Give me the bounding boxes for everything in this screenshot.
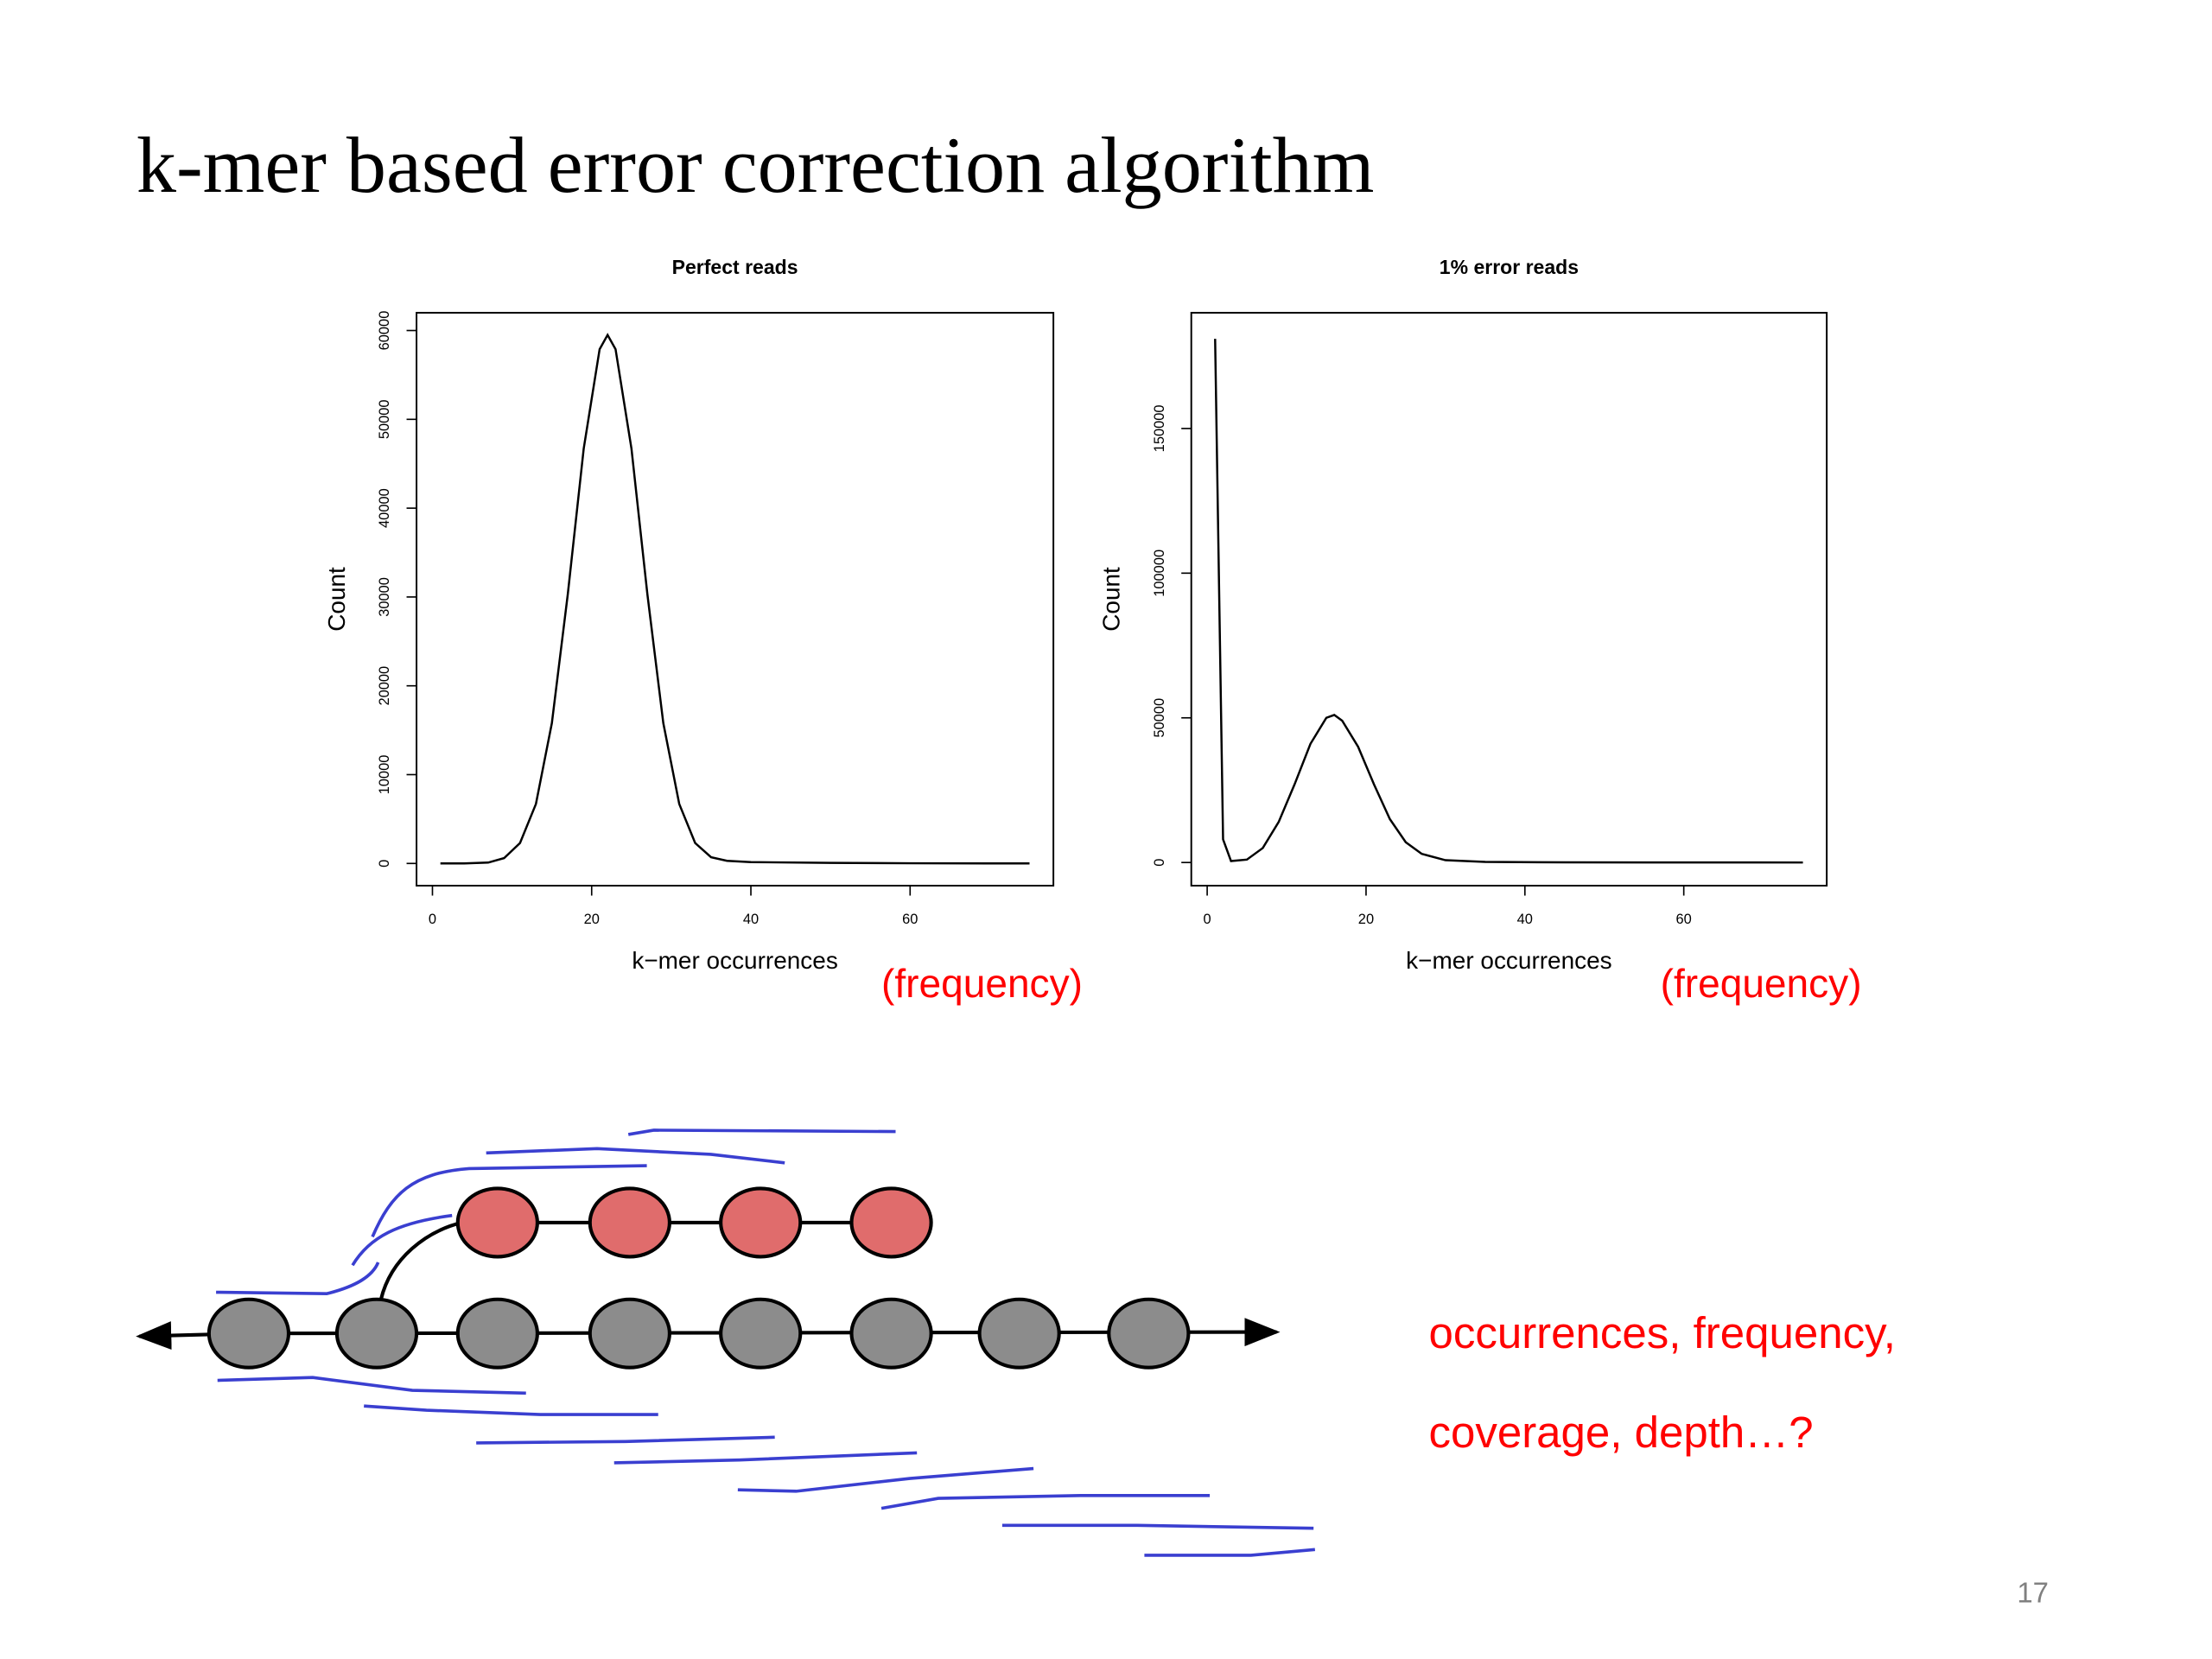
x-tick-label: 20 [1358,912,1374,927]
error-node [455,1186,539,1259]
x-tick-label: 0 [1204,912,1211,927]
x-axis-label: k−mer occurrences [632,947,837,974]
annotation: coverage, depth…? [1428,1408,1813,1457]
x-tick-label: 40 [743,912,759,927]
node [719,1297,803,1370]
y-tick-label: 150000 [1152,404,1167,452]
chart-title: 1% error reads [1440,256,1579,278]
graph-diagram [136,1186,1281,1370]
read [1144,1548,1316,1557]
x-tick-label: 60 [902,912,918,927]
y-tick-label: 30000 [377,577,392,617]
read [613,1451,918,1465]
y-tick-label: 40000 [377,488,392,528]
node [1107,1297,1191,1370]
node [207,1297,291,1370]
data-line [440,333,1030,865]
y-tick-label: 50000 [1152,698,1167,738]
error-node [719,1186,803,1259]
read [351,1213,453,1267]
y-tick-label: 100000 [1152,550,1167,597]
read [216,1262,380,1295]
y-tick-label: 20000 [377,666,392,706]
read [217,1376,526,1395]
read [371,1164,647,1238]
plot-frame [416,311,1055,887]
error-node [588,1186,671,1259]
page-number: 17 [2017,1577,2049,1609]
node [455,1297,539,1370]
read [1001,1523,1314,1530]
error-node [849,1186,933,1259]
y-tick-label: 10000 [377,755,392,795]
slide-title: k-mer based error correction algorithm [137,121,1374,209]
node [849,1297,933,1370]
x-tick-label: 40 [1517,912,1533,927]
edge [378,1220,463,1300]
node [588,1297,671,1370]
plot-frame [1190,311,1828,887]
y-tick-label: 60000 [377,311,392,351]
y-tick-label: 50000 [377,399,392,439]
x-tick-label: 60 [1676,912,1692,927]
y-axis-label: Count [323,567,350,632]
read [486,1147,785,1165]
annotation: (frequency) [881,961,1083,1006]
node [977,1297,1061,1370]
x-tick-label: 20 [584,912,600,927]
read [880,1493,1211,1510]
annotation: (frequency) [1661,961,1862,1006]
y-tick-label: 0 [377,860,392,868]
data-line [1214,339,1803,864]
read [476,1435,775,1445]
charts: Perfect reads k−mer occurrences Count 0 20 40… [323,256,1828,974]
x-axis-label: k−mer occurrences [1406,947,1611,974]
read [364,1404,658,1416]
reads [216,1128,1316,1557]
chart-title: Perfect reads [672,256,798,278]
read [737,1466,1034,1493]
annotation: occurrences, frequency, [1428,1308,1895,1357]
y-tick-label: 0 [1152,859,1167,867]
y-axis-label: Count [1098,567,1125,632]
node [334,1297,419,1370]
x-tick-label: 0 [429,912,436,927]
read [627,1128,896,1136]
